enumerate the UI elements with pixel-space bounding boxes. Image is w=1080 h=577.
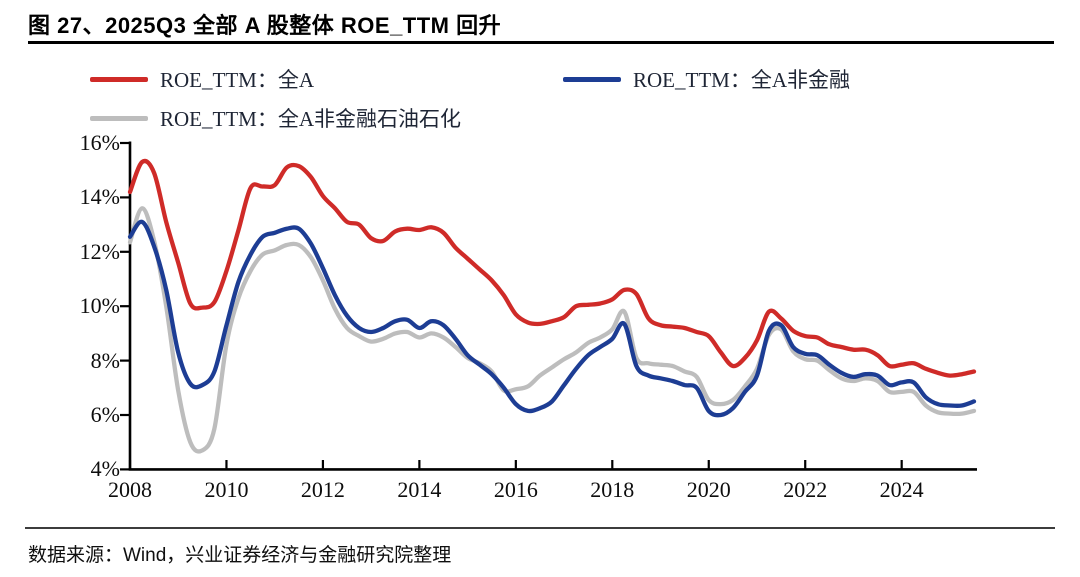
- series-line-all-a: [127, 158, 977, 378]
- y-tick-label: 10%: [79, 293, 120, 319]
- x-tick-label: 2012: [300, 477, 345, 502]
- title-rule: [28, 41, 1054, 44]
- source-note: 数据来源：Wind，兴业证券经济与金融研究院整理: [28, 545, 452, 566]
- y-tick-label: 16%: [79, 130, 120, 155]
- legend-line-gray-swatch: [90, 115, 148, 121]
- y-tick-label: 6%: [90, 402, 120, 427]
- x-tick-label: 2010: [204, 477, 249, 502]
- footer-rule: [25, 527, 1055, 529]
- x-tick-label: 2016: [493, 477, 538, 502]
- x-tick-label: 2020: [686, 477, 731, 502]
- x-tick-label: 2008: [108, 477, 152, 502]
- y-tick-label: 14%: [79, 184, 120, 210]
- y-tick-label: 8%: [90, 347, 120, 373]
- legend-item-all-a: ROE_TTM：全A: [90, 67, 314, 92]
- x-tick-label: 2014: [397, 477, 442, 502]
- y-tick-label: 4%: [90, 456, 120, 482]
- y-tick-label: 12%: [79, 238, 120, 264]
- x-tick-label: 2024: [879, 477, 924, 502]
- series-line-nonfinancial: [127, 219, 977, 418]
- x-tick-label: 2022: [783, 477, 828, 502]
- figure-title: 图 27、2025Q3 全部 A 股整体 ROE_TTM 回升: [28, 13, 502, 38]
- legend-item-nonfinancial: ROE_TTM：全A非金融: [563, 67, 850, 92]
- legend-label-nonfinancial-ex-petro: ROE_TTM：全A非金融石油石化: [160, 107, 461, 131]
- legend-item-nonfinancial-ex-petro: ROE_TTM：全A非金融石油石化: [90, 106, 461, 131]
- legend-line-blue-swatch: [563, 76, 621, 82]
- series-line-nonfinancial-ex-petro: [127, 206, 977, 454]
- legend-label-all-a: ROE_TTM：全A: [160, 68, 314, 92]
- legend-label-nonfinancial: ROE_TTM：全A非金融: [633, 68, 850, 92]
- legend-line-red-swatch: [90, 76, 148, 82]
- x-tick-label: 2018: [590, 477, 635, 502]
